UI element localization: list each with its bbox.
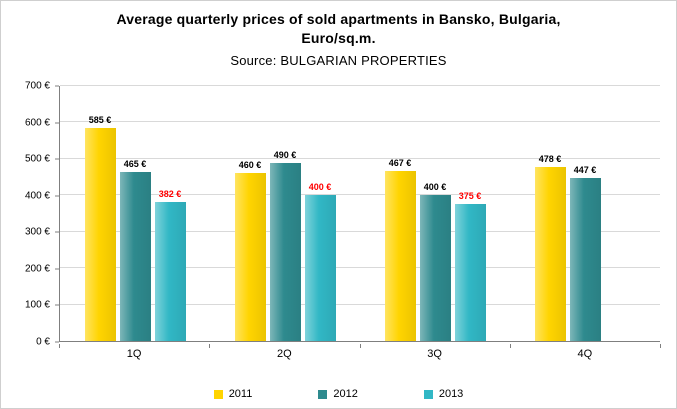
bar-slot: 490 € — [269, 86, 301, 341]
chart-title: Average quarterly prices of sold apartme… — [116, 11, 561, 46]
legend-swatch-icon — [318, 389, 328, 399]
y-axis: 0 € 100 € 200 € 300 € 400 € 500 € 600 € 700 € — [7, 81, 59, 348]
x-tick-label-3Q: 3Q — [427, 348, 442, 360]
bar-value-label: 460 € — [238, 160, 262, 171]
x-axis: 1Q 2Q 3Q 4Q — [59, 344, 661, 362]
bar-2011-1Q: 585 € — [84, 115, 116, 342]
bar-group-3Q: 467 € 400 € 375 € — [360, 86, 510, 342]
y-tick-mark — [55, 195, 59, 197]
bar-slot: 460 € — [234, 86, 266, 341]
x-tick-label-2Q: 2Q — [277, 348, 292, 360]
bar-2012-3Q: 400 € — [419, 182, 451, 341]
bar-value-label: 465 € — [123, 158, 147, 169]
y-tick-mark — [55, 122, 59, 124]
bar-value-label: 467 € — [388, 157, 412, 168]
y-tick-mark — [55, 341, 59, 343]
bar-value-label: 382 € — [158, 188, 182, 199]
bar-slot: 447 € — [569, 86, 601, 341]
legend-swatch-icon — [213, 389, 223, 399]
bar-slot: 400 € — [419, 86, 451, 341]
bar-slot: 467 € — [384, 86, 416, 342]
bar-2012-1Q: 465 € — [119, 159, 151, 342]
bar-2012-4Q: 447 € — [569, 165, 601, 341]
y-tick-label: 200 € — [24, 263, 50, 275]
bar-value-label: 585 € — [88, 114, 112, 125]
bar-value-label: 400 € — [308, 182, 332, 193]
chart-body: 0 € 100 € 200 € 300 € 400 € 500 € 600 € 700 € 5… — [7, 81, 660, 348]
bar-2013-2Q: 400 € — [304, 182, 336, 341]
legend-item-2013: 2013 — [423, 388, 464, 400]
bar-2011-2Q: 460 € — [234, 160, 266, 341]
x-tick-mark — [209, 344, 211, 348]
gridline — [60, 194, 660, 196]
legend-item-2011: 2011 — [213, 388, 253, 400]
gridline — [60, 267, 660, 269]
y-tick-label: 400 € — [24, 190, 50, 202]
bar-slot — [605, 86, 636, 341]
legend-label: 2013 — [438, 388, 464, 400]
bar-slot: 585 € — [84, 86, 116, 342]
legend-label: 2011 — [228, 388, 253, 400]
y-tick-label: 600 € — [24, 117, 50, 129]
bar-slot: 478 € — [534, 86, 566, 342]
bar-slot: 400 € — [304, 86, 336, 341]
x-tick-mark — [509, 344, 511, 348]
y-tick-mark — [55, 268, 59, 270]
bar-2013-1Q: 382 € — [154, 189, 186, 342]
bar-slot: 465 € — [119, 86, 151, 342]
gridline — [60, 121, 660, 123]
y-tick-mark — [55, 85, 59, 87]
y-tick-label: 700 € — [24, 80, 50, 92]
x-tick-mark — [59, 344, 60, 348]
y-tick-label: 300 € — [24, 226, 50, 238]
chart-subtitle: Source: BULGARIAN PROPERTIES — [230, 53, 447, 68]
y-tick-label: 100 € — [24, 299, 50, 311]
bar-value-label: 375 € — [458, 191, 482, 202]
legend: 2011 2012 2013 — [1, 387, 676, 401]
bar-value-label: 400 € — [423, 182, 447, 193]
bar-2011-3Q: 467 € — [384, 158, 416, 342]
bar-slot: 382 € — [154, 86, 186, 342]
x-tick-label-4Q: 4Q — [577, 348, 593, 360]
x-tick-mark — [359, 344, 361, 348]
y-tick-label: 0 € — [36, 336, 50, 348]
bar-value-label: 490 € — [273, 149, 297, 160]
bar-value-label: 478 € — [538, 153, 562, 164]
y-tick-mark — [55, 304, 59, 306]
bar-slot: 375 € — [454, 86, 486, 341]
legend-item-2012: 2012 — [318, 388, 358, 400]
bar-2011-4Q: 478 € — [534, 154, 566, 342]
bar-group-2Q: 460 € 490 € 400 € — [210, 86, 360, 341]
bar-value-label: 447 € — [573, 165, 597, 176]
bar-group-4Q: 478 € 447 € — [510, 86, 660, 342]
gridline — [60, 157, 660, 159]
legend-swatch-icon — [423, 389, 433, 399]
y-tick-mark — [55, 231, 59, 233]
gridline — [60, 85, 660, 86]
y-tick-mark — [55, 158, 59, 160]
x-tick-label-1Q: 1Q — [126, 348, 142, 360]
bar-2012-2Q: 490 € — [269, 150, 301, 341]
bar-2013-3Q: 375 € — [454, 191, 486, 341]
y-tick-label: 500 € — [24, 153, 50, 165]
plot-area: 585 € 465 € 382 € 460 € 490 € 400 € 467 € 400 €… — [59, 85, 660, 342]
x-tick-mark — [660, 344, 661, 348]
gridline — [60, 303, 660, 305]
legend-label: 2012 — [333, 388, 358, 400]
gridline — [60, 230, 660, 232]
bar-group-1Q: 585 € 465 € 382 € — [60, 86, 210, 342]
